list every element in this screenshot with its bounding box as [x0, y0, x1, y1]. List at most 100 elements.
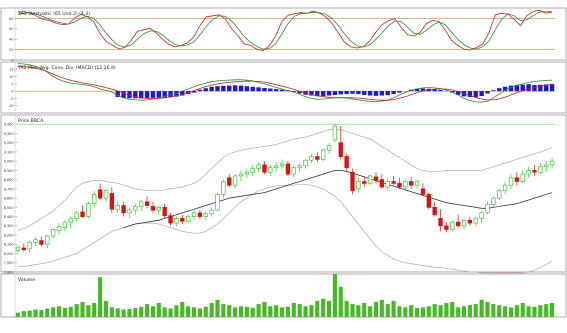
y-tick-label: 8,500: [4, 206, 14, 210]
y-tick-label: 0: [11, 90, 13, 94]
volume-bar: [538, 305, 542, 317]
candle-down: [445, 226, 449, 230]
candle-down: [362, 181, 366, 183]
candle-up: [321, 150, 325, 159]
volume-bar: [45, 308, 49, 317]
candle-down: [433, 207, 437, 214]
y-tick-label: 8,300: [4, 224, 14, 228]
candle-up: [104, 191, 108, 198]
volume-bar: [333, 274, 337, 317]
volume-bar: [339, 287, 343, 317]
volume-bar: [104, 301, 108, 317]
candle-up: [222, 181, 226, 194]
volume-bar: [239, 306, 243, 317]
candle-up: [28, 242, 32, 248]
candle-up: [269, 168, 273, 173]
candle-up: [257, 165, 261, 169]
candle-up: [497, 191, 501, 198]
volume-bar: [245, 307, 249, 317]
candle-up: [87, 204, 91, 217]
candle-up: [57, 227, 61, 231]
macd-histogram-bar: [168, 91, 172, 97]
candle-up: [462, 220, 466, 226]
macd-histogram-bar: [491, 90, 495, 91]
y-tick-label: 7,900: [4, 261, 14, 265]
macd-histogram-bar: [350, 91, 354, 94]
macd-histogram-bar: [145, 91, 149, 98]
candle-up: [245, 172, 249, 174]
volume-bar: [139, 307, 143, 317]
volume-bar: [39, 310, 43, 317]
candle-up: [134, 206, 138, 210]
candle-up: [527, 170, 531, 174]
macd-histogram-bar: [333, 91, 337, 95]
panel-title: Price BBCA: [18, 118, 44, 124]
macd-histogram-bar: [215, 86, 219, 91]
volume-bar: [98, 277, 102, 317]
volume-bar: [16, 313, 20, 317]
candle-up: [128, 210, 132, 213]
candle-down: [163, 207, 167, 215]
volume-bar: [198, 308, 202, 317]
y-tick-label: 8,900: [4, 169, 14, 173]
candle-up: [404, 181, 408, 187]
volume-bar: [69, 307, 73, 317]
volume-bar: [168, 308, 172, 317]
panel-title: TA2 Mov. Avg. Conv. Div. (MACD) (12,26,9…: [17, 65, 116, 71]
candle-up: [34, 240, 38, 243]
macd-histogram-bar: [262, 88, 266, 91]
candle-up: [539, 167, 543, 173]
macd-histogram-bar: [386, 91, 390, 95]
volume-bar: [368, 306, 372, 317]
volume-bar: [421, 307, 425, 317]
y-tick-label: 9,300: [4, 132, 14, 136]
macd-histogram-bar: [227, 86, 231, 92]
candle-down: [439, 218, 443, 225]
volume-bar: [33, 309, 37, 317]
volume-bar: [28, 311, 32, 317]
candle-up: [521, 174, 525, 181]
candle-up: [216, 194, 220, 210]
macd-histogram-bar: [479, 91, 483, 96]
candle-up: [492, 198, 496, 204]
volume-bar: [321, 299, 325, 317]
y-tick-label: 9,000: [4, 160, 14, 164]
macd-histogram-bar: [497, 88, 501, 91]
volume-bar: [350, 304, 354, 317]
candle-up: [310, 157, 314, 161]
macd-histogram-bar: [321, 91, 325, 96]
candle-down: [145, 202, 149, 206]
macd-histogram-bar: [251, 87, 255, 91]
candle-up: [298, 166, 302, 168]
volume-bar: [280, 307, 284, 317]
volume-bar: [521, 303, 525, 317]
candle-up: [175, 218, 179, 223]
candle-down: [409, 181, 413, 185]
candle-up: [233, 176, 237, 185]
macd-histogram-bar: [157, 91, 161, 97]
macd-histogram-bar: [268, 89, 272, 92]
volume-bar: [450, 302, 454, 317]
volume-bar: [444, 303, 448, 317]
volume-bar: [462, 306, 466, 317]
macd-histogram-bar: [474, 91, 478, 97]
macd-histogram-bar: [485, 91, 489, 93]
volume-bar: [116, 308, 120, 317]
macd-histogram-bar: [209, 87, 213, 91]
candle-up: [368, 176, 372, 183]
macd-histogram-bar: [344, 91, 348, 94]
volume-bar: [497, 305, 501, 317]
y-tick-label: 8,600: [4, 197, 14, 201]
volume-bar: [227, 305, 231, 317]
candle-up: [474, 218, 478, 223]
y-tick-label: 5: [11, 82, 13, 86]
candle-up: [210, 210, 214, 214]
macd-histogram-bar: [204, 88, 208, 91]
candle-up: [45, 236, 49, 244]
candle-down: [339, 143, 343, 157]
candle-up: [157, 207, 161, 210]
volume-bar: [550, 303, 554, 317]
y-tick-label: 9,100: [4, 150, 14, 154]
